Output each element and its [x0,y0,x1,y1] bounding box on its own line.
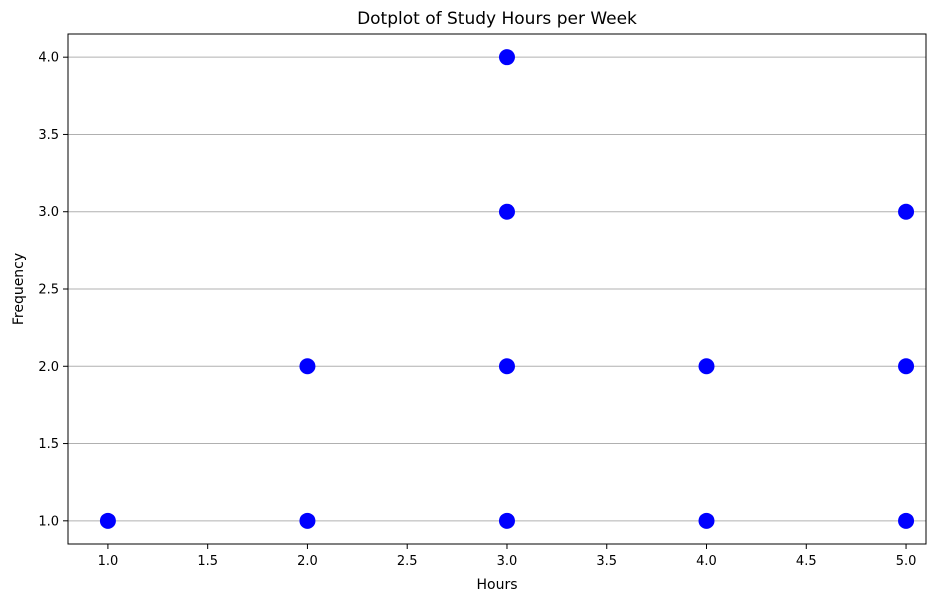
y-axis-ticks: 1.0 1.5 2.0 2.5 3.0 3.5 4.0 [38,51,68,529]
data-point [698,512,715,529]
x-tick-label: 1.0 [98,554,119,569]
y-tick-label: 2.5 [38,283,59,298]
data-point [898,203,915,220]
data-point [498,358,515,375]
y-tick-label: 3.0 [38,205,59,220]
x-tick-label: 4.5 [796,554,817,569]
data-point [299,512,316,529]
x-axis-label: Hours [476,577,517,593]
x-tick-label: 3.5 [596,554,617,569]
x-tick-label: 5.0 [896,554,917,569]
x-tick-label: 4.0 [696,554,717,569]
data-point [299,358,316,375]
x-tick-label: 3.0 [497,554,518,569]
y-tick-label: 1.5 [38,437,59,452]
x-tick-label: 1.5 [197,554,218,569]
data-point [498,203,515,220]
data-point [898,358,915,375]
gridlines [68,56,926,522]
data-point [898,512,915,529]
chart-title: Dotplot of Study Hours per Week [357,9,637,29]
data-point [498,512,515,529]
data-point [99,512,116,529]
y-tick-label: 4.0 [38,51,59,66]
data-points [99,49,915,529]
y-tick-label: 3.5 [38,128,59,143]
y-tick-label: 2.0 [38,360,59,375]
y-axis-label: Frequency [11,253,27,325]
x-tick-label: 2.0 [297,554,318,569]
x-axis-ticks: 1.0 1.5 2.0 2.5 3.0 3.5 4.0 4.5 5.0 [98,544,917,569]
data-point [498,49,515,66]
y-tick-label: 1.0 [38,514,59,529]
x-tick-label: 2.5 [397,554,418,569]
data-point [698,358,715,375]
